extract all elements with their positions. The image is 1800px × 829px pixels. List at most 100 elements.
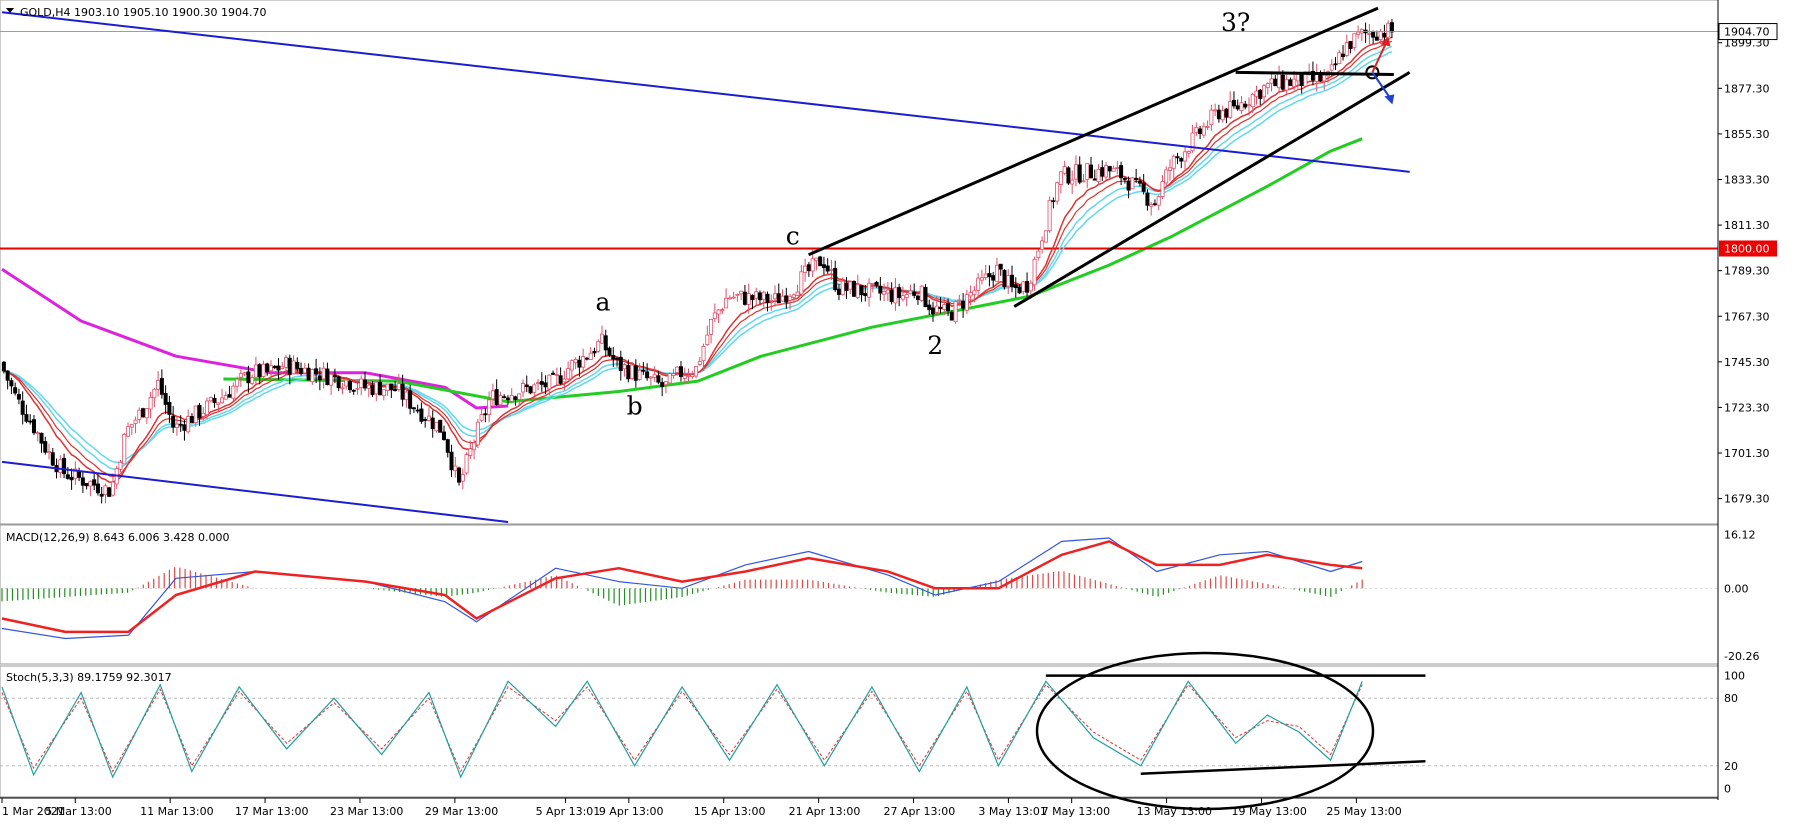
candle [137, 407, 142, 424]
candle [182, 420, 187, 441]
candle [825, 258, 830, 274]
candle-body [472, 442, 477, 451]
candle [1062, 160, 1067, 176]
candle-body [182, 424, 187, 431]
time-tick-label: 25 May 13:00 [1326, 805, 1401, 818]
candle-body [261, 363, 266, 377]
candle-body [709, 319, 714, 335]
candle [99, 486, 104, 504]
candle-body [1284, 79, 1289, 91]
candle-body [1175, 156, 1180, 159]
candle-body [671, 373, 676, 376]
candle-body [1164, 169, 1169, 184]
candle-body [1280, 74, 1285, 90]
candle-body [757, 292, 762, 301]
candle-body [1096, 168, 1101, 182]
candle-body [1348, 41, 1353, 50]
candle-body [242, 372, 247, 375]
candle-body [562, 378, 567, 383]
candle-body [859, 285, 864, 296]
candle-body [505, 397, 510, 401]
candle-body [20, 400, 25, 415]
candle [806, 262, 811, 277]
level-label: 1800.00 [1724, 242, 1770, 255]
candle-body [415, 409, 420, 412]
candle [840, 277, 845, 296]
candle [622, 362, 627, 377]
candle [682, 367, 687, 384]
candle-body [1194, 126, 1199, 133]
candle [31, 415, 36, 436]
candle-body [1265, 83, 1270, 88]
price-candles [1, 19, 1394, 504]
candle-body [1100, 167, 1105, 177]
candle [1077, 156, 1082, 185]
candle-body [453, 465, 458, 472]
candle [261, 360, 266, 381]
candle-body [411, 407, 416, 410]
candle-body [1205, 126, 1210, 128]
candle-body [126, 426, 131, 437]
candle-body [957, 299, 962, 302]
candle-body [867, 282, 872, 298]
candle-body [84, 482, 89, 487]
candle-body [663, 381, 668, 386]
candle-body [1367, 33, 1372, 35]
candle-body [773, 293, 778, 300]
candle-body [746, 293, 751, 305]
candle [814, 257, 819, 271]
candle-body [761, 291, 766, 300]
time-tick-label: 27 Apr 13:00 [884, 805, 956, 818]
candle [1220, 105, 1225, 123]
candle [24, 404, 29, 424]
candle [1160, 175, 1165, 200]
candle-body [520, 383, 525, 393]
stoch-highlight-ellipse [1035, 651, 1375, 811]
candle [994, 257, 999, 282]
candle [637, 363, 642, 381]
candle [310, 368, 315, 385]
candle [272, 365, 277, 370]
candle-body [43, 441, 48, 453]
stoch-title: Stoch(5,3,3) 89.1759 92.3017 [6, 671, 172, 684]
candle-body [1329, 64, 1334, 71]
candle [453, 456, 458, 478]
candle [370, 380, 375, 397]
level-label-box [1719, 240, 1777, 257]
candle-body [1028, 282, 1033, 292]
down-arrow-icon [1384, 94, 1395, 105]
candle [1231, 91, 1236, 109]
candle [675, 366, 680, 376]
candle-body [1017, 286, 1022, 294]
candle-body [167, 401, 172, 415]
candle-body [280, 366, 285, 370]
candle [1299, 74, 1304, 94]
candle [483, 407, 488, 423]
candle-body [129, 424, 134, 428]
candle [1273, 75, 1278, 87]
candle-body [347, 381, 352, 391]
candle [216, 402, 221, 413]
candle [84, 482, 89, 490]
candle-body [686, 375, 691, 377]
price-tick-label: 1833.30 [1724, 173, 1770, 186]
candle [396, 373, 401, 392]
candle-body [739, 290, 744, 295]
candle-body [1292, 78, 1297, 88]
candle-body [189, 416, 194, 424]
candle [325, 362, 330, 386]
candle-body [1288, 79, 1293, 86]
candle-body [310, 369, 315, 383]
candle [363, 371, 368, 391]
chart-menu-triangle-icon[interactable] [6, 8, 14, 13]
candle [287, 354, 292, 385]
candle-body [268, 365, 273, 372]
candle-body [961, 300, 966, 309]
stoch-pane: Stoch(5,3,3) 89.1759 92.3017 [0, 651, 1719, 811]
wave-label: c [786, 221, 800, 250]
candle-body [490, 390, 495, 400]
candle [536, 378, 541, 391]
candle [295, 357, 300, 372]
candle-body [144, 408, 149, 419]
price-tick-label: 1679.30 [1724, 493, 1770, 506]
